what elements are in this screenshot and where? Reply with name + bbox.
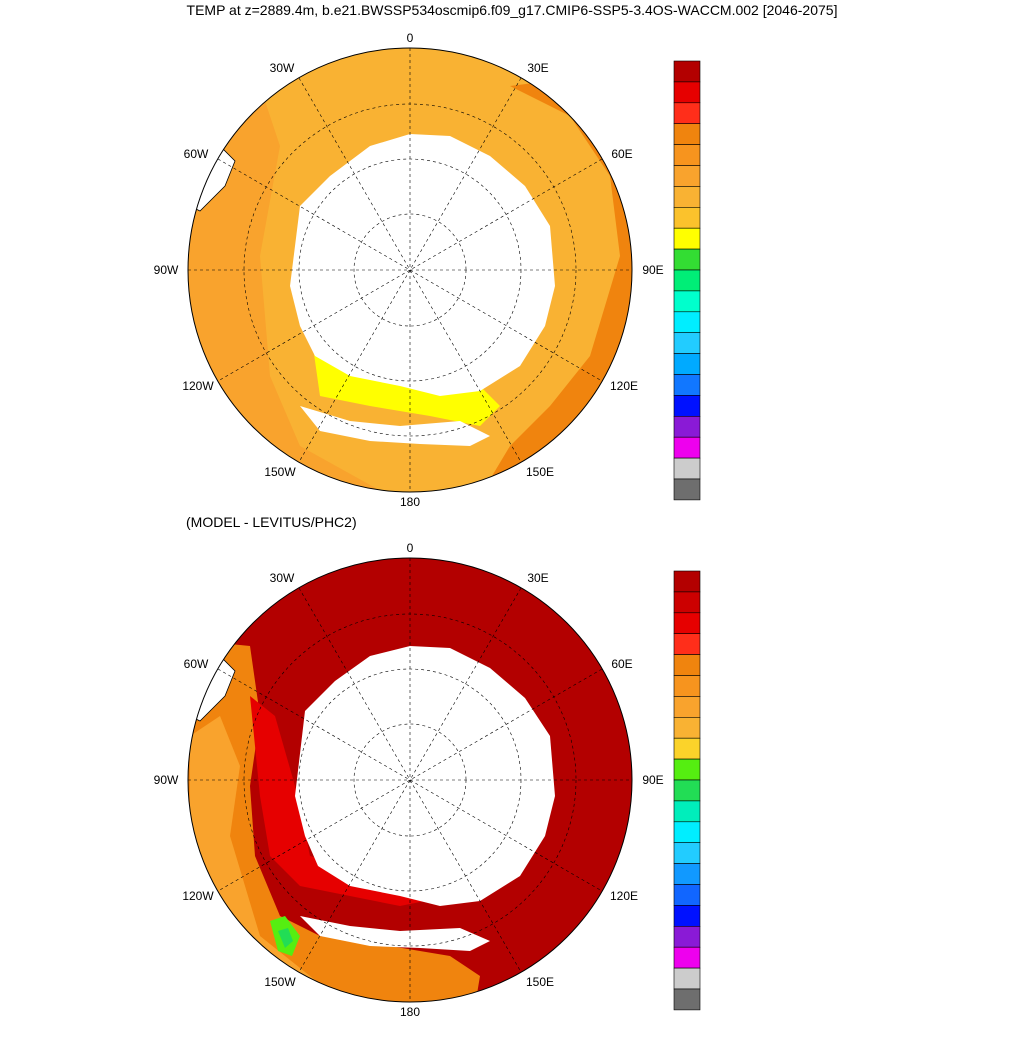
colorbar-swatch [673, 436, 701, 459]
lon-label-180: 180 [400, 1005, 420, 1019]
lon-label-120e: 120E [610, 379, 638, 393]
colorbar-swatch [673, 800, 701, 823]
colorbar-swatch [673, 165, 701, 187]
colorbar-swatch [673, 696, 701, 718]
colorbar-swatch [673, 821, 701, 843]
land-southern-tip-top [300, 406, 490, 446]
colorbar-swatch [673, 60, 701, 83]
colorbar-swatch [673, 311, 701, 333]
colorbar-swatch [673, 227, 701, 250]
lon-label-120w: 120W [182, 379, 214, 393]
colorbar-swatch [673, 81, 701, 104]
colorbar-swatch [673, 248, 701, 271]
colorbar-swatch [673, 570, 701, 593]
lon-label-120e: 120E [610, 889, 638, 903]
graticule-bottom [188, 558, 632, 1002]
colorbar-swatch [673, 353, 701, 375]
colorbar-swatch [673, 779, 701, 802]
colorbar-swatch [673, 737, 701, 760]
lon-label-30e: 30E [527, 61, 548, 75]
ice-shelf-bottom [295, 646, 555, 906]
colorbar-swatch [673, 675, 701, 697]
lon-label-150w: 150W [264, 465, 296, 479]
colorbar-bottom: 10.90.80.70.60.50.40.30.20.10-0.1-0.2-0.… [673, 564, 737, 1011]
lon-label-0: 0 [407, 31, 414, 45]
map-bottom-svg: 0 30E 60E 90E 120E 150E 180 150W 120W 90… [154, 541, 737, 1019]
colorbar-swatch [673, 269, 701, 292]
colorbar-swatch [673, 988, 701, 1011]
colorbar-swatch [673, 633, 701, 655]
lon-label-150e: 150E [526, 465, 554, 479]
lon-label-180: 180 [400, 495, 420, 509]
field-region-0-bottom [278, 928, 293, 948]
colorbar-swatch [673, 415, 701, 438]
colorbar-swatch [673, 290, 701, 313]
colorbar-swatch [673, 374, 701, 396]
lon-label-30w: 30W [270, 571, 295, 585]
colorbar-swatch [673, 332, 701, 354]
lon-label-60w: 60W [184, 657, 209, 671]
lon-labels-top: 0 30E 60E 90E 120E 150E 180 150W 120W 90… [154, 31, 664, 509]
colorbar-swatch [673, 905, 701, 927]
colorbar-swatch [673, 863, 701, 885]
lon-label-90w: 90W [154, 263, 179, 277]
colorbar-swatch [673, 654, 701, 676]
lon-label-120w: 120W [182, 889, 214, 903]
lon-label-0: 0 [407, 541, 414, 555]
lon-label-30w: 30W [270, 61, 295, 75]
colorbar-swatch [673, 612, 701, 635]
colorbar-swatch [673, 102, 701, 125]
lon-label-60w: 60W [184, 147, 209, 161]
lon-label-60e: 60E [611, 147, 632, 161]
colorbar-swatch [673, 884, 701, 906]
colorbar-swatch [673, 758, 701, 781]
colorbar-swatch [673, 457, 701, 480]
colorbar-swatch [673, 842, 701, 864]
land-southern-tip-bottom [300, 916, 490, 951]
ice-shelf-top [290, 134, 555, 396]
lon-label-30e: 30E [527, 571, 548, 585]
colorbar-top: 43.63.22.82.421.61.20.80.40-0.4-0.8-1.2-… [673, 54, 737, 501]
lon-label-90e: 90E [642, 773, 663, 787]
lon-label-90e: 90E [642, 263, 663, 277]
figure-title: TEMP at z=2889.4m, b.e21.BWSSP534oscmip6… [186, 2, 838, 18]
colorbar-swatch [673, 946, 701, 969]
graticule-top [188, 48, 632, 492]
panel-top-temperature: 0 30E 60E 90E 120E 150E 180 150W 120W 90… [150, 26, 737, 526]
colorbar-swatch [673, 925, 701, 948]
lon-label-90w: 90W [154, 773, 179, 787]
lon-label-150w: 150W [264, 975, 296, 989]
colorbar-swatch [673, 207, 701, 229]
colorbar-swatch [673, 967, 701, 990]
colorbar-swatch [673, 123, 701, 145]
colorbar-swatch [673, 144, 701, 166]
lon-label-150e: 150E [526, 975, 554, 989]
colorbar-swatch [673, 186, 701, 208]
panel-bottom-difference: 0 30E 60E 90E 120E 150E 180 150W 120W 90… [150, 536, 737, 1036]
field-region-0.8-bottom [250, 696, 450, 906]
colorbar-swatch [673, 591, 701, 614]
colorbar-swatch [673, 395, 701, 417]
lon-label-60e: 60E [611, 657, 632, 671]
colorbar-swatch [673, 478, 701, 501]
colorbar-swatch [673, 717, 701, 739]
lon-labels-bottom: 0 30E 60E 90E 120E 150E 180 150W 120W 90… [154, 541, 664, 1019]
panel2-subtitle: (MODEL - LEVITUS/PHC2) [186, 514, 357, 530]
map-top-svg: 0 30E 60E 90E 120E 150E 180 150W 120W 90… [154, 31, 737, 509]
